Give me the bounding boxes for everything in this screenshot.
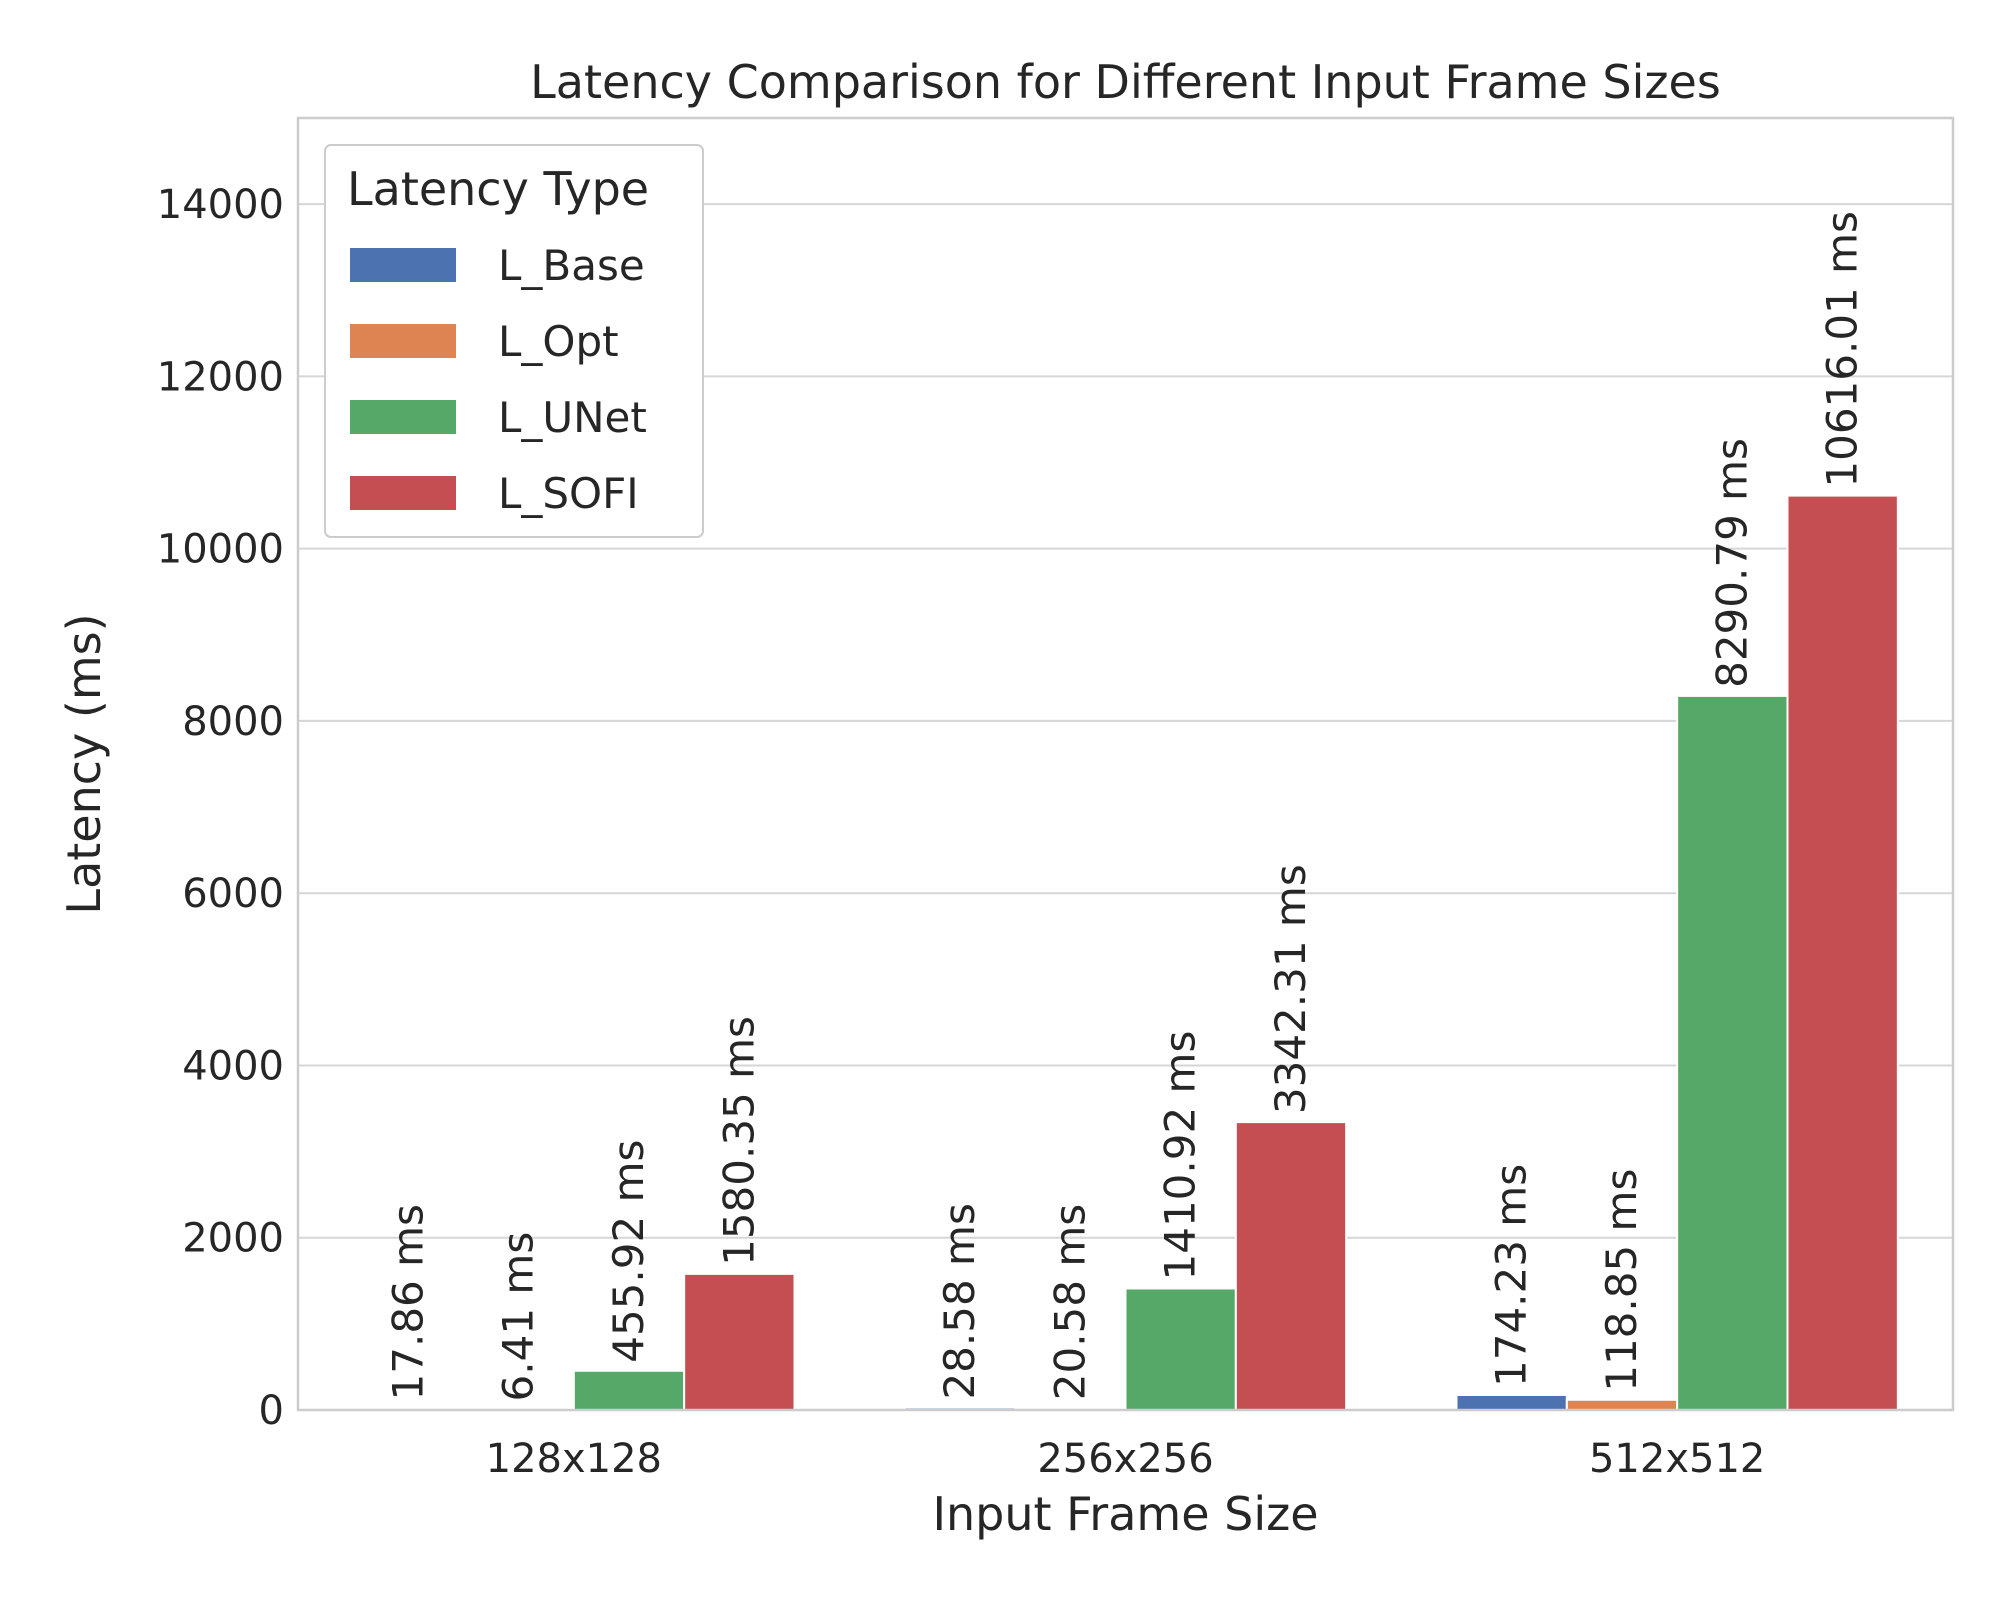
bar-value-label: 174.23 ms (1487, 1164, 1536, 1387)
legend-swatch-l-sofi (350, 476, 456, 510)
y-tick-label: 6000 (182, 871, 284, 917)
y-tick-label: 12000 (157, 354, 284, 400)
legend-label-l-base: L_Base (498, 241, 645, 290)
bar-l-base (1455, 1393, 1568, 1412)
bar-value-label: 28.58 ms (935, 1203, 984, 1399)
legend-items: L_Base L_Opt L_UNet L_SOFI (350, 241, 647, 518)
bar-value-label: 17.86 ms (383, 1204, 432, 1400)
bar-l-sofi (683, 1272, 796, 1411)
bar-l-sofi (1786, 494, 1899, 1411)
bar-value-label: 455.92 ms (604, 1140, 653, 1363)
legend-box (324, 144, 704, 538)
bar-value-label: 1410.92 ms (1156, 1031, 1205, 1281)
x-tick-label: 512x512 (1589, 1436, 1765, 1482)
legend-title: Latency Type (347, 162, 649, 216)
x-tick-label: 256x256 (1037, 1436, 1213, 1482)
y-axis-title: Latency (ms) (57, 613, 111, 914)
bar-value-label: 6.41 ms (494, 1232, 543, 1402)
bar-value-label: 118.85 ms (1597, 1169, 1646, 1392)
y-tick-label: 8000 (182, 699, 284, 745)
legend: Latency Type L_Base L_Opt L_UNet L_SOFI (324, 144, 704, 538)
bar-l-sofi (1234, 1121, 1348, 1412)
x-axis-title: Input Frame Size (932, 1487, 1318, 1541)
legend-label-l-unet: L_UNet (498, 393, 647, 442)
bar-l-opt (1565, 1398, 1679, 1412)
bar-value-label: 20.58 ms (1045, 1204, 1094, 1400)
bar-value-label: 10616.01 ms (1818, 211, 1867, 488)
chart-title: Latency Comparison for Different Input F… (530, 55, 1721, 109)
plot-frame (296, 116, 1955, 1412)
legend-swatch-l-opt (350, 324, 456, 358)
y-tick-label: 4000 (182, 1043, 284, 1089)
y-tick-label: 0 (259, 1388, 284, 1434)
bar-value-label: 1580.35 ms (714, 1016, 763, 1266)
y-tick-label: 14000 (157, 182, 284, 228)
bar-l-unet (1124, 1287, 1237, 1412)
bar-labels: 17.86 ms 6.41 ms 455.92 ms 1580.35 ms 28.58 … (383, 211, 1866, 1401)
bar-value-label: 8290.79 ms (1707, 438, 1756, 688)
y-tick-label: 10000 (157, 527, 284, 573)
legend-label-l-opt: L_Opt (498, 317, 619, 366)
x-axis-ticks: 128x128 256x256 512x512 (486, 1436, 1766, 1482)
y-tick-label: 2000 (182, 1216, 284, 1262)
bar-value-label: 3342.31 ms (1266, 864, 1315, 1114)
x-tick-label: 128x128 (486, 1436, 662, 1482)
legend-swatch-l-base (350, 248, 456, 282)
legend-label-l-sofi: L_SOFI (498, 469, 639, 518)
y-axis-ticks: 0 2000 4000 6000 8000 10000 12000 14000 (157, 182, 284, 1434)
bar-l-unet (1676, 694, 1789, 1411)
bar-l-unet (572, 1369, 686, 1412)
legend-swatch-l-unet (350, 400, 456, 434)
